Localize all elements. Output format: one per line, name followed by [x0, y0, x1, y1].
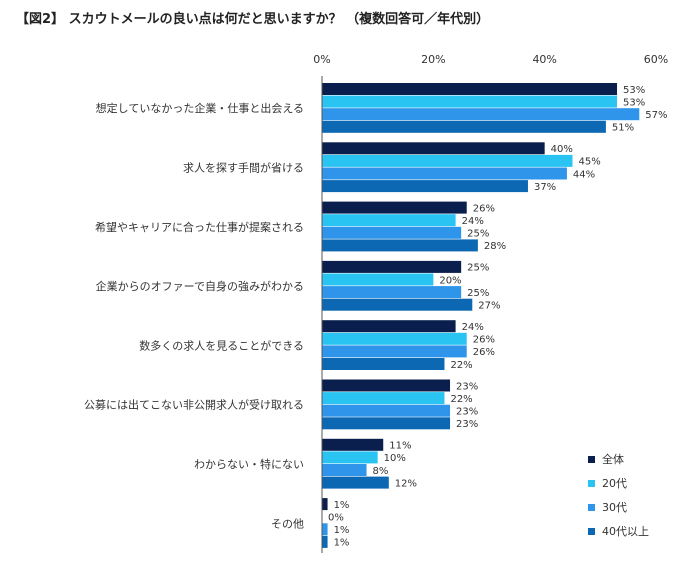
category-label: その他: [271, 517, 304, 530]
legend-label: 20代: [602, 477, 627, 490]
value-label: 28%: [484, 241, 506, 252]
value-label: 25%: [467, 263, 489, 274]
bar-4: [322, 298, 473, 311]
bar-4: [322, 476, 389, 489]
bar-2: [322, 392, 445, 405]
value-label: 23%: [456, 407, 478, 418]
bar-4: [322, 358, 445, 370]
chart-title: 【図2】 スカウトメールの良い点は何だと思いますか？ （複数回答可／年代別）: [16, 12, 490, 27]
category-label: 想定していなかった企業・仕事と出会える: [96, 101, 304, 115]
bar-4: [322, 239, 478, 252]
bar-1: [322, 142, 545, 155]
value-label: 51%: [612, 123, 634, 134]
legend-label: 全体: [602, 452, 624, 466]
bar-2: [322, 214, 456, 227]
value-label: 37%: [534, 182, 556, 193]
value-label: 24%: [462, 322, 484, 333]
legend-swatch: [588, 504, 595, 511]
bar-3: [322, 286, 462, 299]
category-label: 求人を探す手間が省ける: [183, 161, 304, 175]
value-label: 23%: [456, 381, 478, 392]
bar-4: [322, 417, 451, 430]
x-tick-label: 0%: [313, 53, 330, 66]
value-label: 26%: [473, 335, 495, 346]
value-label: 26%: [473, 347, 495, 358]
value-label: 22%: [450, 394, 472, 405]
value-label: 44%: [573, 169, 595, 180]
bar-3: [322, 226, 462, 239]
value-label: 11%: [389, 441, 411, 452]
bar-3: [322, 345, 467, 358]
bar-2: [322, 332, 467, 345]
category-label: 希望やキャリアに合った仕事が提案される: [95, 220, 304, 234]
bar-3: [322, 523, 328, 536]
category-label: 企業からのオファーで自身の強みがわかる: [96, 279, 304, 293]
bar-3: [322, 464, 367, 476]
value-label: 23%: [456, 419, 478, 430]
value-label: 24%: [462, 216, 484, 227]
value-label: 10%: [384, 453, 406, 464]
value-label: 53%: [623, 85, 645, 96]
value-label: 40%: [551, 144, 573, 155]
value-label: 1%: [334, 500, 350, 511]
bar-4: [322, 120, 606, 133]
bar-4: [322, 535, 328, 548]
value-label: 53%: [623, 97, 645, 108]
value-label: 25%: [467, 288, 489, 299]
bar-2: [322, 273, 434, 286]
bar-1: [322, 498, 328, 511]
value-label: 12%: [395, 478, 417, 489]
bar-1: [322, 260, 462, 273]
bar-2: [322, 154, 573, 167]
category-label: わからない・特にない: [194, 457, 304, 471]
bar-2: [322, 95, 618, 108]
x-tick-label: 20%: [421, 53, 445, 66]
value-label: 27%: [478, 301, 500, 312]
bar-2: [322, 451, 378, 464]
value-label: 25%: [467, 229, 489, 240]
legend-label: 40代以上: [602, 525, 649, 538]
legend-swatch: [588, 480, 595, 487]
legend-swatch: [588, 456, 595, 463]
value-label: 22%: [450, 360, 472, 371]
value-label: 57%: [645, 110, 667, 121]
bar-1: [322, 201, 467, 214]
value-label: 20%: [439, 275, 461, 286]
bar-1: [322, 83, 618, 95]
value-label: 45%: [579, 157, 601, 168]
x-tick-label: 60%: [644, 53, 668, 66]
value-label: 8%: [373, 466, 389, 477]
x-tick-label: 40%: [532, 53, 556, 66]
value-label: 26%: [473, 203, 495, 214]
category-label: 公募には出てこない非公開求人が受け取れる: [84, 398, 304, 412]
value-label: 1%: [334, 538, 350, 549]
bar-4: [322, 180, 528, 193]
bar-3: [322, 167, 567, 180]
bar-1: [322, 320, 456, 333]
legend-swatch: [588, 528, 595, 535]
bar-3: [322, 404, 451, 417]
category-label: 数多くの求人を見ることができる: [139, 338, 304, 352]
bar-1: [322, 379, 451, 392]
legend-label: 30代: [602, 501, 627, 514]
bar-3: [322, 108, 640, 121]
bar-1: [322, 438, 384, 451]
value-label: 0%: [328, 513, 344, 524]
value-label: 1%: [334, 525, 350, 536]
